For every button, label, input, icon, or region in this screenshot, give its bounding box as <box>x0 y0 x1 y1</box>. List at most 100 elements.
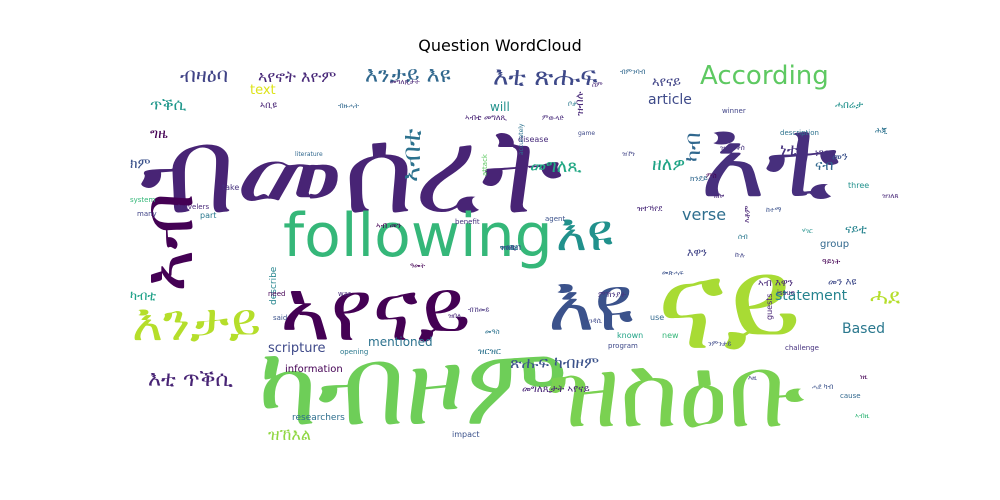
word-45: researchers <box>292 413 345 423</box>
word-13: እቲ ጽሑፍ <box>493 62 597 92</box>
word-115: ዝገለጸ <box>882 192 898 200</box>
word-65: war <box>338 290 351 298</box>
word-17: ኣብቲ <box>397 128 427 182</box>
word-101: ከተማ <box>766 206 782 214</box>
word-4: ዝስዕቡ <box>548 333 805 450</box>
word-105: ዝኾነ <box>622 150 635 158</box>
word-0: ብመሰረት <box>140 102 562 241</box>
word-93: ሰብ <box>738 233 748 241</box>
word-33: ካብቲ <box>130 289 156 304</box>
word-108: መዓስ <box>485 328 500 336</box>
word-87: ኣብ መን <box>376 221 401 230</box>
word-96: ዝርዝር <box>478 347 501 357</box>
word-71: system <box>130 196 155 204</box>
word-1: እቲ <box>700 94 839 222</box>
word-24: ነቲ <box>780 140 799 160</box>
word-44: disease <box>518 135 548 144</box>
word-92: ዘሎ <box>714 192 725 200</box>
word-118: ዝርከብ <box>500 243 521 252</box>
word-85: መን <box>832 150 848 163</box>
wordcloud-canvas <box>125 60 900 450</box>
word-31: ግዜ <box>150 126 168 142</box>
word-28: text <box>250 83 276 98</box>
word-2: ናይ <box>657 231 801 378</box>
word-103: ቦታ <box>568 100 578 108</box>
word-6: እዩ <box>548 259 633 349</box>
word-112: ነዚ <box>860 373 868 381</box>
word-113: ኣብዚ <box>855 412 870 420</box>
word-61: cause <box>840 392 861 400</box>
word-89: እቶም <box>743 205 752 223</box>
word-88: ክንደይ <box>690 174 708 183</box>
chart-title: Question WordCloud <box>418 36 582 55</box>
word-23: ካብ <box>681 133 706 162</box>
word-68: attack <box>481 153 489 176</box>
word-62: issue <box>777 289 795 297</box>
word-58: description <box>780 129 819 137</box>
word-98: መግለጺታት <box>390 78 420 86</box>
word-21: መግለጺ <box>530 156 582 177</box>
word-37: ናብ <box>815 158 833 174</box>
word-86: መን እዩ <box>828 277 856 288</box>
word-57: winner <box>722 107 746 115</box>
word-97: ምኽንያት <box>598 290 626 299</box>
word-35: scripture <box>268 341 326 356</box>
word-102: ዓመት <box>410 262 425 270</box>
word-9: እንታይ <box>132 293 261 353</box>
word-111: ሓደ ካብ <box>812 383 834 391</box>
word-77: ኣብቲ መግለጺ <box>465 113 508 122</box>
word-56: three <box>848 181 869 190</box>
word-52: part <box>200 211 216 220</box>
word-25: verse <box>682 205 726 224</box>
word-60: challenge <box>785 344 819 352</box>
word-53: take <box>222 183 239 192</box>
word-41: information <box>285 364 343 375</box>
word-73: many <box>137 210 157 218</box>
word-119: ዝነበረ <box>500 243 519 252</box>
word-72: travelers <box>178 203 209 211</box>
word-20: ጽሑፍ ካብዞም <box>510 353 599 372</box>
word-14: እንታይ እዩ <box>365 63 451 88</box>
word-40: ነገር <box>815 148 830 159</box>
word-47: ኣብ እዋን <box>758 278 793 289</box>
word-8: ኣብ <box>125 193 209 292</box>
word-29: ጥቕሲ <box>150 95 187 114</box>
word-76: will <box>490 100 510 114</box>
word-91: ምስ <box>706 172 717 180</box>
word-51: use <box>650 313 664 322</box>
word-49: impact <box>452 430 480 439</box>
word-83: እዋን <box>687 246 707 259</box>
word-114: እዚ <box>748 374 757 382</box>
word-94: ኩሉ <box>735 251 745 259</box>
word-50: known <box>617 331 643 340</box>
word-11: According <box>700 61 829 91</box>
word-12: ሓደ <box>870 285 900 310</box>
word-78: ምውላድ <box>542 114 564 122</box>
word-64: opening <box>340 348 368 356</box>
word-107: ብኸመይ <box>468 306 490 314</box>
word-22: ዘለዎ <box>652 154 685 175</box>
word-55: guests <box>765 293 774 320</box>
word-15: ኣየኖት እዮም <box>258 67 336 86</box>
word-70: literature <box>295 151 323 158</box>
word-82: ዝተኻየደ <box>637 204 663 213</box>
word-80: ሕጂ <box>875 126 888 135</box>
word-84: ኣቢዩ <box>260 101 277 111</box>
word-75: game <box>578 130 595 137</box>
word-95: ኣገዳሲ <box>585 317 603 325</box>
word-106: ንምንታይ <box>708 340 732 348</box>
word-16: ብዛዕባ <box>180 63 228 87</box>
word-42: group <box>820 239 849 250</box>
word-104: ስም <box>592 81 603 89</box>
word-100: ሃገር <box>802 227 813 235</box>
word-38: ሓበሬታ <box>835 100 864 111</box>
word-67: benefit <box>455 218 480 226</box>
word-36: mentioned <box>368 335 433 349</box>
word-5: ኣየናይ <box>280 261 471 361</box>
word-34: Based <box>842 321 885 337</box>
word-74: need <box>268 290 286 298</box>
word-39: ዝብሉ <box>573 91 586 116</box>
word-81: ዝተጠቕሰ <box>720 144 745 152</box>
word-3: ካብዞም <box>258 322 568 450</box>
